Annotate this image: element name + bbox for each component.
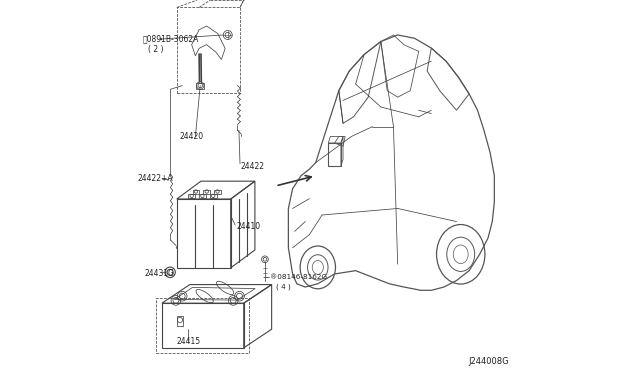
Text: 24422: 24422 (241, 162, 265, 171)
Text: ⓝ0891B-3062A: ⓝ0891B-3062A (142, 35, 198, 44)
Text: ( 4 ): ( 4 ) (276, 284, 291, 291)
Text: 24415: 24415 (177, 337, 201, 346)
Text: 24431G: 24431G (144, 269, 174, 278)
Text: ®08146-8162G: ®08146-8162G (270, 274, 327, 280)
Text: J244008G: J244008G (468, 357, 509, 366)
Text: ( 2 ): ( 2 ) (148, 45, 164, 54)
Text: 24422+A: 24422+A (138, 174, 173, 183)
Text: 24410: 24410 (236, 222, 260, 231)
Circle shape (160, 38, 163, 40)
Text: 24420: 24420 (179, 132, 204, 141)
